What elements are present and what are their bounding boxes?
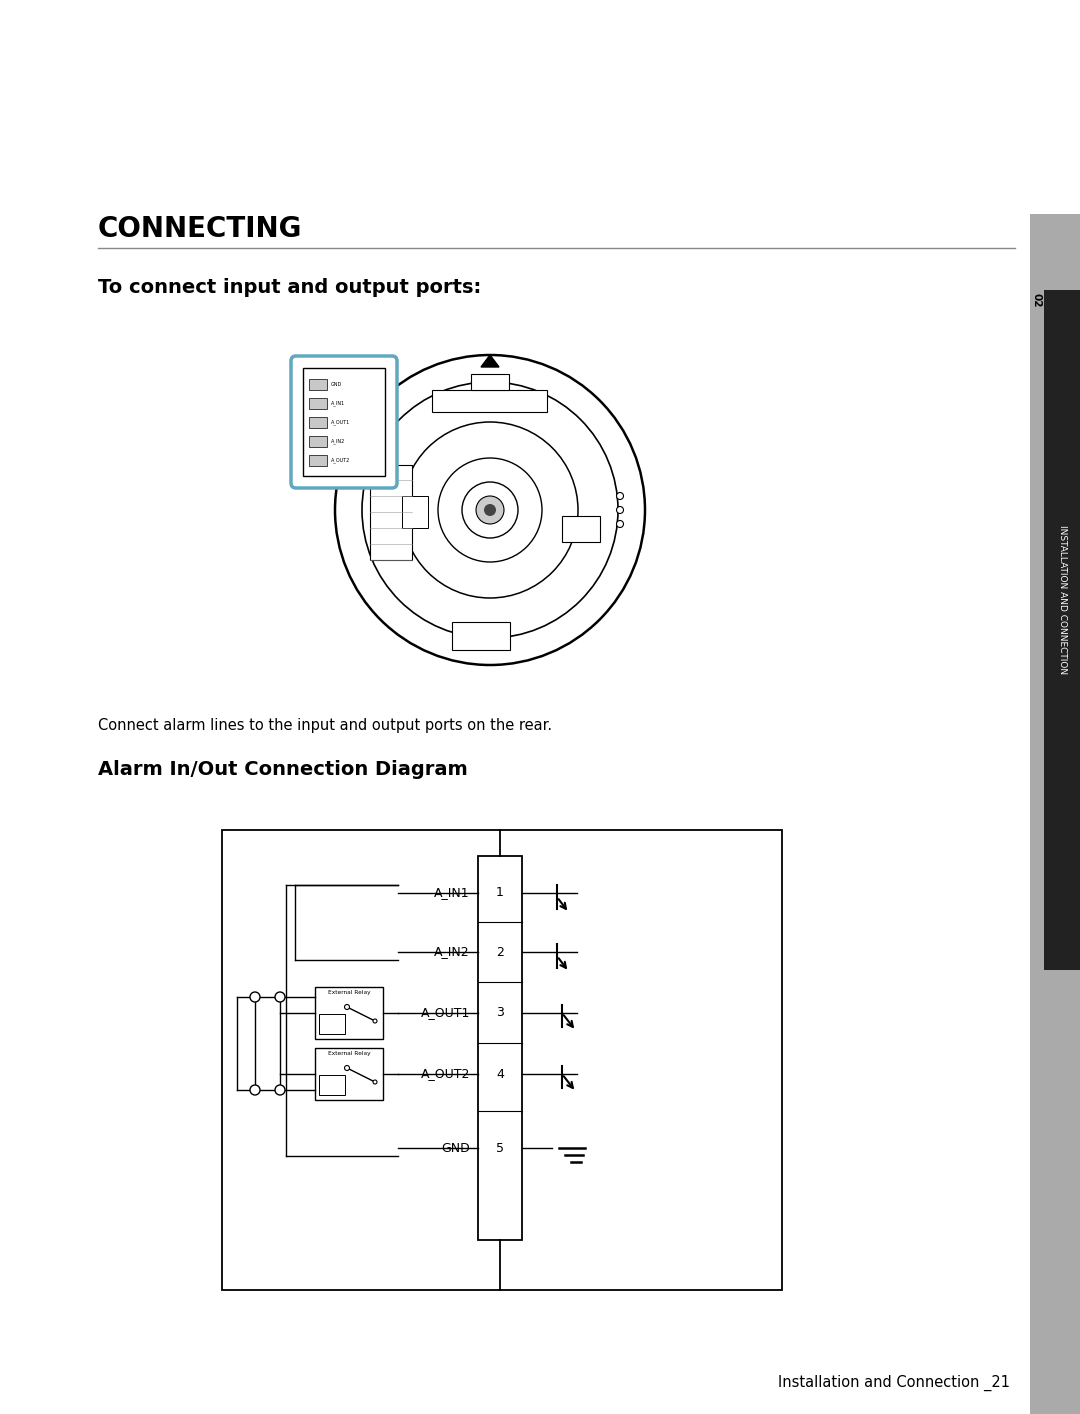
- Bar: [370, 465, 411, 560]
- Text: A_IN2: A_IN2: [330, 438, 346, 444]
- Text: External Relay: External Relay: [327, 990, 370, 995]
- Text: INSTALLATION AND CONNECTION: INSTALLATION AND CONNECTION: [1057, 526, 1067, 674]
- FancyBboxPatch shape: [291, 356, 397, 488]
- Circle shape: [345, 1004, 350, 1010]
- Bar: [471, 373, 509, 390]
- Text: A_IN2: A_IN2: [434, 946, 470, 959]
- Circle shape: [249, 993, 260, 1003]
- Text: A_IN1: A_IN1: [330, 400, 346, 406]
- Circle shape: [617, 492, 623, 499]
- Circle shape: [484, 503, 496, 516]
- Bar: [319, 1014, 345, 1034]
- Text: Alarm In/Out Connection Diagram: Alarm In/Out Connection Diagram: [98, 759, 468, 779]
- Bar: [402, 496, 428, 527]
- Bar: [1030, 214, 1080, 1414]
- Bar: [222, 830, 782, 1290]
- Bar: [309, 379, 327, 390]
- Bar: [303, 368, 384, 477]
- Bar: [319, 1075, 345, 1094]
- Text: 02: 02: [1032, 293, 1042, 307]
- Bar: [453, 622, 510, 650]
- Circle shape: [345, 1066, 350, 1070]
- Text: Installation and Connection _21: Installation and Connection _21: [778, 1374, 1010, 1391]
- Text: Connect alarm lines to the input and output ports on the rear.: Connect alarm lines to the input and out…: [98, 718, 552, 732]
- Circle shape: [438, 458, 542, 561]
- Bar: [562, 516, 600, 542]
- Text: External Relay: External Relay: [327, 1051, 370, 1056]
- Text: CONNECTING: CONNECTING: [98, 215, 302, 243]
- Circle shape: [402, 421, 578, 598]
- Text: 1: 1: [496, 887, 504, 899]
- Text: GND: GND: [442, 1141, 470, 1154]
- Bar: [315, 1048, 383, 1100]
- Circle shape: [362, 382, 618, 638]
- Circle shape: [617, 520, 623, 527]
- Text: A_IN1: A_IN1: [434, 887, 470, 899]
- Text: 4: 4: [496, 1068, 504, 1080]
- Text: A_OUT2: A_OUT2: [330, 457, 350, 462]
- Circle shape: [617, 506, 623, 513]
- Circle shape: [373, 1080, 377, 1085]
- Text: 3: 3: [496, 1007, 504, 1019]
- Circle shape: [462, 482, 518, 537]
- Text: A_OUT2: A_OUT2: [420, 1068, 470, 1080]
- Circle shape: [275, 993, 285, 1003]
- Text: 2: 2: [496, 946, 504, 959]
- Text: A_OUT1: A_OUT1: [330, 419, 350, 424]
- Text: GND: GND: [330, 382, 342, 386]
- Circle shape: [373, 1019, 377, 1022]
- Text: A_OUT1: A_OUT1: [420, 1007, 470, 1019]
- Bar: [1044, 290, 1080, 970]
- Bar: [309, 397, 327, 409]
- Circle shape: [275, 1085, 285, 1094]
- Text: 5: 5: [496, 1141, 504, 1154]
- Bar: [432, 390, 546, 411]
- Bar: [315, 987, 383, 1039]
- Bar: [478, 855, 522, 1240]
- Circle shape: [335, 355, 645, 665]
- Circle shape: [476, 496, 504, 525]
- Bar: [309, 436, 327, 447]
- Text: To connect input and output ports:: To connect input and output ports:: [98, 279, 482, 297]
- Bar: [309, 455, 327, 467]
- Bar: [309, 417, 327, 428]
- Polygon shape: [481, 355, 499, 368]
- Circle shape: [249, 1085, 260, 1094]
